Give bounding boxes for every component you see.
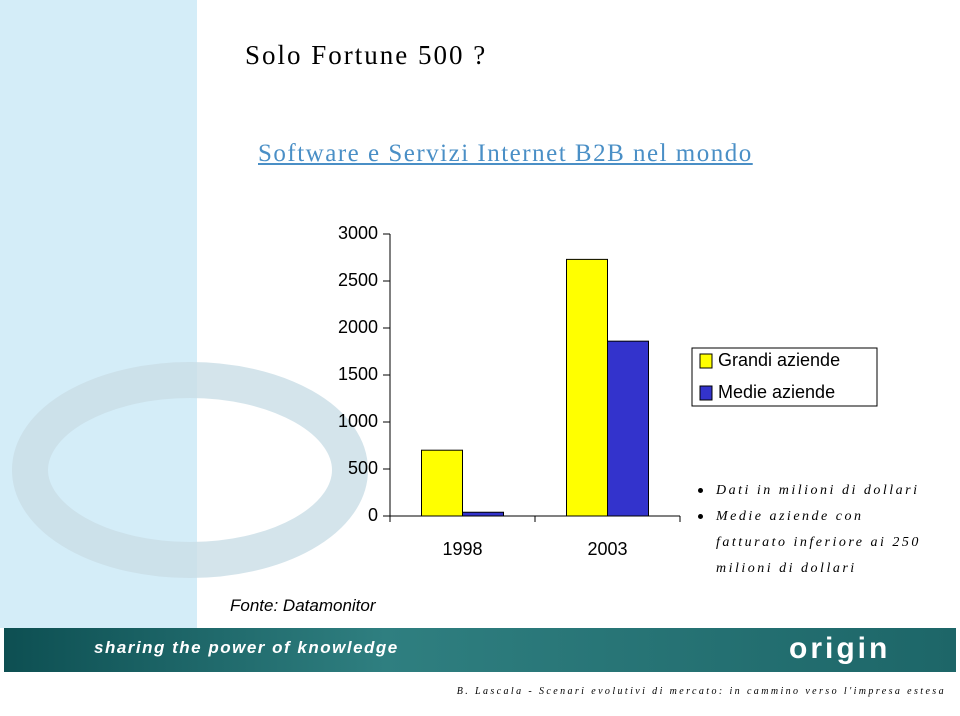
side-panel [0,0,197,628]
notes: Dati in milioni di dollari Medie aziende… [698,478,938,582]
legend-label: Grandi aziende [718,350,840,370]
decoration [12,362,368,578]
y-tick-label: 2000 [338,317,378,337]
x-tick-label: 2003 [587,539,627,559]
subtitle: Software e Servizi Internet B2B nel mond… [258,140,753,167]
legend-label: Medie aziende [718,382,835,402]
legend-box [691,347,878,407]
y-tick-label: 1500 [338,364,378,384]
note: Dati in milioni di dollari [698,478,938,504]
bar [421,449,463,517]
slogan: sharing the power of knowledge [94,638,399,657]
y-tick-label: 0 [368,505,378,525]
source: Fonte: Datamonitor [230,596,376,615]
y-tick-label: 2500 [338,270,378,290]
legend-swatch [699,385,713,401]
y-tick-label: 3000 [338,223,378,243]
note: Medie aziende con fatturato inferiore ai… [698,504,938,582]
footer-band: sharing the power of knowledge origin [4,628,956,672]
title: Solo Fortune 500 ? [245,40,488,70]
x-tick-label: 1998 [442,539,482,559]
y-tick-label: 1000 [338,411,378,431]
bar [462,511,504,517]
bar [566,258,608,517]
bar [607,340,649,517]
logo: origin [789,632,891,665]
credit: B. Lascala - Scenari evolutivi di mercat… [456,686,946,697]
y-tick-label: 500 [348,458,378,478]
legend-swatch [699,353,713,369]
